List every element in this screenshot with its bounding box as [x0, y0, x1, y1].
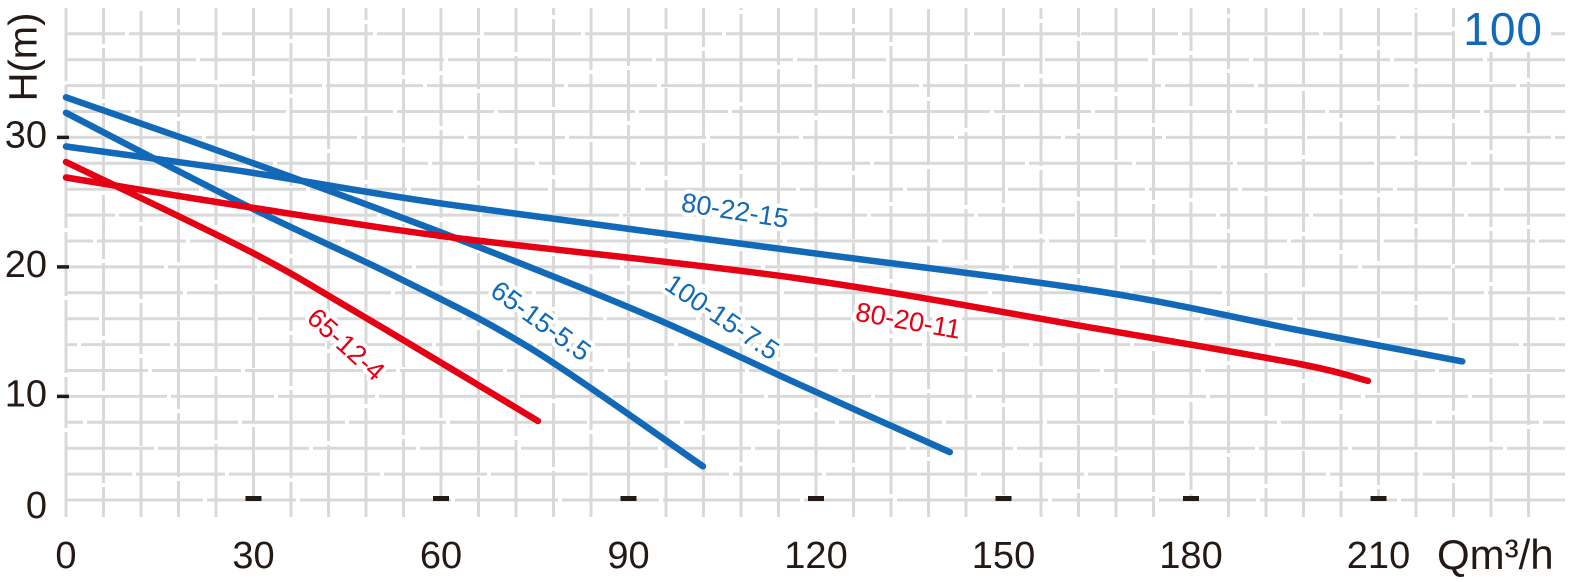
- x-tick-label: 120: [784, 535, 847, 577]
- major-ticks: [57, 135, 1387, 501]
- y-axis-label: H(m): [2, 13, 46, 102]
- axis-labels: 0 30 60 90 120 150 180 210 Qm³/h 0 10 20 30 H(m): [2, 13, 1554, 579]
- curves: [62, 94, 1466, 470]
- x-tick-label: 0: [55, 535, 76, 577]
- curve-65-12-4: [62, 158, 542, 425]
- curve-65-15-5.5: [62, 109, 707, 470]
- y-tick-label: 20: [5, 244, 47, 286]
- curve-80-20-11: [62, 174, 1372, 385]
- curve-100-15-7.5: [62, 94, 954, 456]
- x-tick-label: 150: [972, 535, 1035, 577]
- x-tick-label: 90: [607, 535, 649, 577]
- x-tick-label: 60: [420, 535, 462, 577]
- curve-label-80-22-15: 80-22-15: [679, 187, 790, 234]
- y-tick-label: 10: [5, 373, 47, 415]
- x-tick-label: 180: [1159, 535, 1222, 577]
- y-tick-label: 0: [26, 485, 47, 527]
- y-tick-label: 30: [5, 114, 47, 156]
- curve-80-22-15: [62, 143, 1466, 365]
- x-tick-label: 210: [1347, 535, 1410, 577]
- x-axis-label: Qm³/h: [1437, 531, 1554, 578]
- grid: [64, 8, 1565, 517]
- page-number: 100: [1455, 6, 1551, 52]
- x-tick-label: 30: [232, 535, 274, 577]
